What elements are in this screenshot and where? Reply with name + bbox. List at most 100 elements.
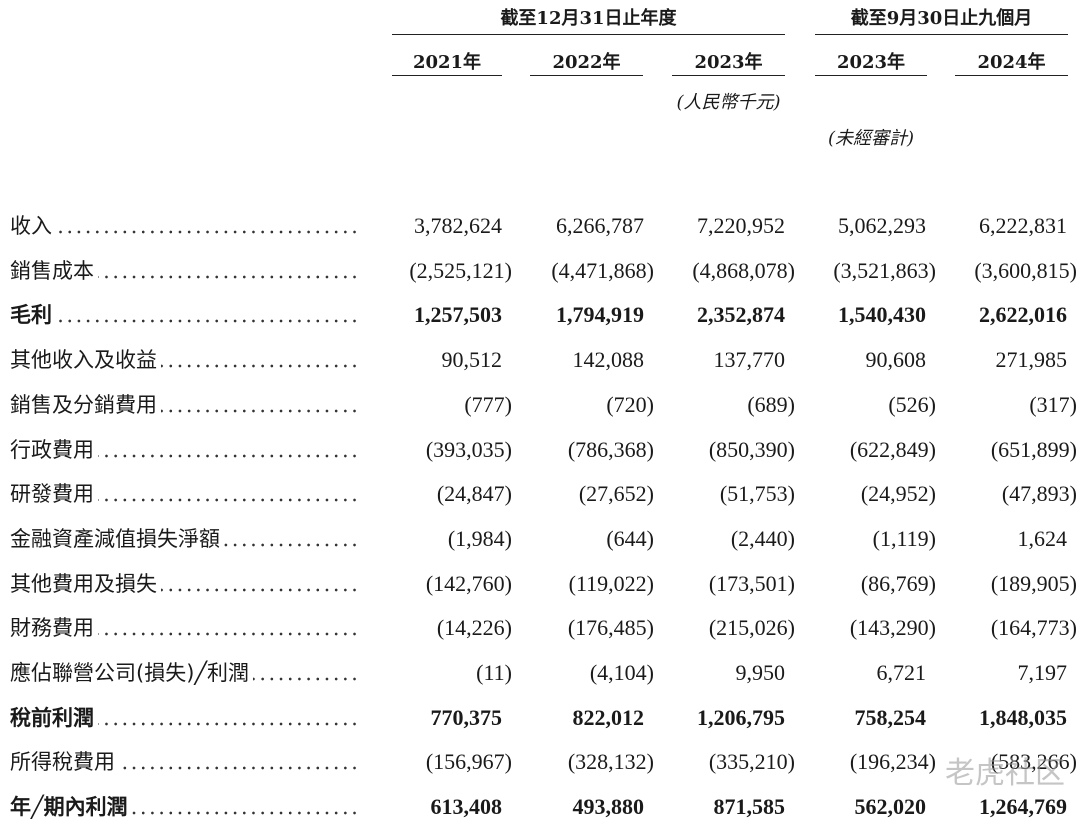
cell-value: 1,264,769 (979, 794, 1067, 820)
cell-value: (850,390) (708, 436, 795, 462)
row-label-text: 所得稅費用 (10, 747, 119, 778)
leader-dots (10, 300, 360, 331)
cell-value: (622,849) (849, 436, 936, 462)
cell-value: 1,257,503 (414, 302, 502, 328)
audit-note: (未經審計) (827, 128, 915, 149)
row-label-text: 財務費用 (10, 613, 98, 644)
cell-value: (651,899) (990, 436, 1077, 462)
cell-value: (328,132) (567, 749, 654, 775)
group-rule (392, 34, 785, 35)
cell-value: (14,226) (436, 615, 512, 641)
cell-value: (335,210) (708, 749, 795, 775)
cell-value: 2,622,016 (979, 302, 1067, 328)
cell-value: (393,035) (425, 436, 512, 462)
cell-value: 90,608 (865, 347, 927, 373)
year-header: 2023年 (836, 52, 906, 73)
leader-dots (10, 211, 360, 241)
cell-value: (4,104) (589, 660, 654, 685)
cell-value: 271,985 (995, 347, 1068, 373)
cell-value: (24,847) (436, 481, 512, 507)
row-label-text: 銷售及分銷費用 (10, 389, 161, 420)
row-label: 財務費用 (10, 613, 98, 644)
cell-value: 5,062,293 (838, 213, 926, 238)
cell-value: (689) (747, 391, 795, 417)
cell-value: 6,266,787 (556, 213, 644, 238)
cell-value: 7,220,952 (697, 213, 785, 238)
row-label: 其他收入及收益 (10, 345, 161, 376)
row-label-text: 收入 (10, 211, 56, 241)
year-rule (392, 75, 502, 76)
cell-value: 142,088 (572, 347, 645, 373)
row-label-text: 稅前利潤 (10, 702, 98, 733)
row-label-text: 金融資產減值損失淨額 (10, 523, 224, 554)
cell-value: (189,905) (990, 570, 1077, 596)
watermark: 老虎社区 (945, 756, 1065, 791)
cell-value: 9,950 (735, 660, 786, 685)
cell-value: 3,782,624 (414, 213, 502, 238)
row-label: 其他費用及損失 (10, 568, 161, 599)
cell-value: 613,408 (430, 794, 503, 820)
cell-value: (196,234) (849, 749, 936, 775)
row-label-text: 銷售成本 (10, 255, 98, 286)
cell-value: (317) (1029, 391, 1077, 417)
cell-value: (2,440) (730, 525, 795, 551)
row-label-text: 其他費用及損失 (10, 568, 161, 599)
cell-value: (119,022) (568, 570, 654, 596)
row-label: 稅前利潤 (10, 702, 98, 733)
cell-value: (142,760) (425, 570, 512, 596)
row-label: 毛利 (10, 300, 56, 331)
row-label: 應佔聯營公司(損失)╱利潤 (10, 658, 254, 688)
group-header: 截至9月30日止九個月 (850, 8, 1033, 29)
cell-value: (4,471,868) (551, 257, 654, 283)
cell-value: 562,020 (854, 794, 927, 820)
cell-value: (173,501) (708, 570, 795, 596)
cell-value: (3,600,815) (974, 257, 1077, 283)
group-rule (815, 34, 1068, 35)
year-header: 2024年 (977, 52, 1046, 73)
cell-value: (164,773) (990, 615, 1077, 641)
year-rule (672, 75, 785, 76)
cell-value: (777) (464, 391, 512, 417)
cell-value: 822,012 (572, 704, 645, 730)
cell-value: (1,119) (872, 525, 936, 551)
group-header: 截至12月31日止年度 (500, 8, 677, 29)
cell-value: (2,525,121) (409, 257, 512, 283)
cell-value: (526) (888, 391, 936, 417)
cell-value: (176,485) (567, 615, 654, 641)
cell-value: 137,770 (713, 347, 786, 373)
cell-value: 2,352,874 (697, 302, 785, 328)
row-label-text: 毛利 (10, 300, 56, 331)
row-label: 行政費用 (10, 434, 98, 465)
year-header: 2022年 (552, 52, 621, 73)
cell-value: (644) (606, 525, 654, 551)
cell-value: 6,721 (876, 660, 927, 685)
row-label: 研發費用 (10, 479, 98, 510)
cell-value: 6,222,831 (979, 213, 1067, 238)
cell-value: (11) (476, 660, 512, 685)
row-label-text: 應佔聯營公司(損失)╱利潤 (10, 658, 254, 688)
cell-value: (156,967) (425, 749, 512, 775)
cell-value: 1,848,035 (979, 704, 1067, 730)
cell-value: 493,880 (572, 794, 645, 820)
cell-value: 758,254 (854, 704, 927, 730)
row-label: 所得稅費用 (10, 747, 119, 778)
year-rule (955, 75, 1068, 76)
row-label: 年╱期內利潤 (10, 792, 132, 823)
cell-value: 1,794,919 (556, 302, 644, 328)
cell-value: (583,266) (990, 749, 1077, 775)
cell-value: (24,952) (860, 481, 936, 507)
cell-value: (1,984) (447, 525, 512, 551)
cell-value: 1,540,430 (838, 302, 926, 328)
cell-value: (786,368) (567, 436, 654, 462)
cell-value: 7,197 (1017, 660, 1068, 685)
cell-value: (720) (606, 391, 654, 417)
row-label-text: 行政費用 (10, 434, 98, 465)
unit-note: (人民幣千元) (676, 92, 781, 113)
cell-value: 770,375 (430, 704, 503, 730)
cell-value: (143,290) (849, 615, 936, 641)
cell-value: (86,769) (860, 570, 936, 596)
cell-value: (3,521,863) (833, 257, 936, 283)
cell-value: 871,585 (713, 794, 786, 820)
row-label-text: 年╱期內利潤 (10, 792, 132, 823)
